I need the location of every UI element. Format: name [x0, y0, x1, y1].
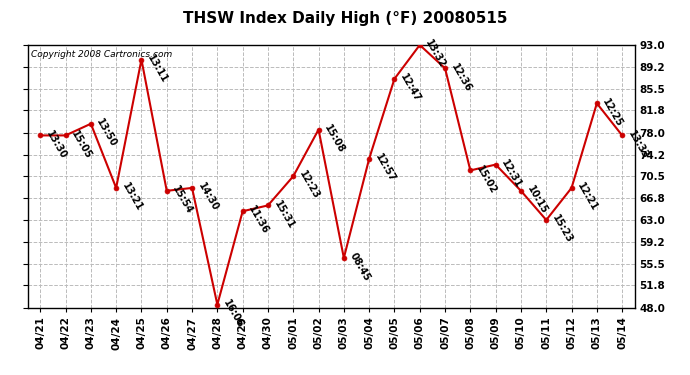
Text: 15:54: 15:54 [170, 184, 195, 216]
Text: 15:08: 15:08 [322, 123, 346, 155]
Text: 12:21: 12:21 [575, 181, 600, 213]
Text: 13:21: 13:21 [120, 181, 144, 213]
Text: 11:36: 11:36 [246, 204, 270, 236]
Text: 15:31: 15:31 [272, 199, 296, 231]
Text: 13:30: 13:30 [44, 129, 68, 160]
Text: 12:23: 12:23 [297, 170, 322, 201]
Text: 12:57: 12:57 [373, 152, 397, 184]
Text: THSW Index Daily High (°F) 20080515: THSW Index Daily High (°F) 20080515 [183, 11, 507, 26]
Text: 12:36: 12:36 [449, 62, 473, 93]
Text: 12:31: 12:31 [500, 158, 524, 190]
Text: 10:15: 10:15 [525, 184, 549, 216]
Text: 15:02: 15:02 [474, 164, 498, 195]
Text: 13:50: 13:50 [95, 117, 119, 149]
Text: Copyright 2008 Cartronics.com: Copyright 2008 Cartronics.com [30, 50, 172, 59]
Text: 16:06: 16:06 [221, 298, 246, 330]
Text: 12:25: 12:25 [601, 96, 625, 128]
Text: 12:47: 12:47 [398, 72, 422, 104]
Text: 13:33: 13:33 [626, 129, 650, 160]
Text: 15:23: 15:23 [550, 213, 574, 245]
Text: 13:11: 13:11 [146, 53, 170, 85]
Text: 08:45: 08:45 [348, 251, 372, 283]
Text: 15:05: 15:05 [70, 129, 94, 160]
Text: 14:30: 14:30 [196, 181, 220, 213]
Text: 13:32: 13:32 [424, 38, 448, 70]
